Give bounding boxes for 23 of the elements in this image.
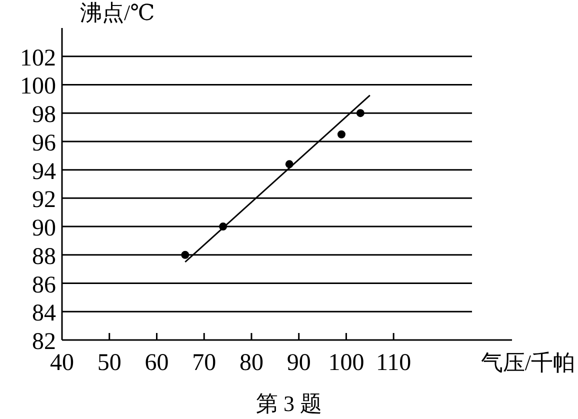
- ytick: 98: [32, 102, 56, 128]
- xtick: 80: [239, 350, 264, 376]
- ytick: 84: [32, 300, 56, 327]
- annotation: 第 3 题: [256, 391, 322, 416]
- ytick: 102: [20, 45, 56, 72]
- ytick: 96: [32, 130, 56, 156]
- ytick: 94: [32, 158, 56, 185]
- xtick: 90: [286, 350, 311, 376]
- point: [337, 130, 346, 138]
- xtick: 50: [97, 350, 122, 376]
- ylabel: 沸点/℃: [80, 0, 155, 25]
- ytick: 88: [32, 244, 56, 270]
- ytick: 90: [32, 216, 56, 242]
- xtick: 70: [192, 350, 216, 376]
- xlabel: 气压/千帕: [480, 350, 575, 375]
- point: [181, 250, 190, 259]
- xtick: 60: [144, 350, 169, 376]
- ytick: 100: [20, 74, 56, 100]
- ytick: 86: [32, 272, 56, 298]
- point: [356, 109, 364, 118]
- xtick: 100: [328, 350, 364, 376]
- ytick: 92: [32, 187, 56, 214]
- xtick: 110: [376, 350, 412, 376]
